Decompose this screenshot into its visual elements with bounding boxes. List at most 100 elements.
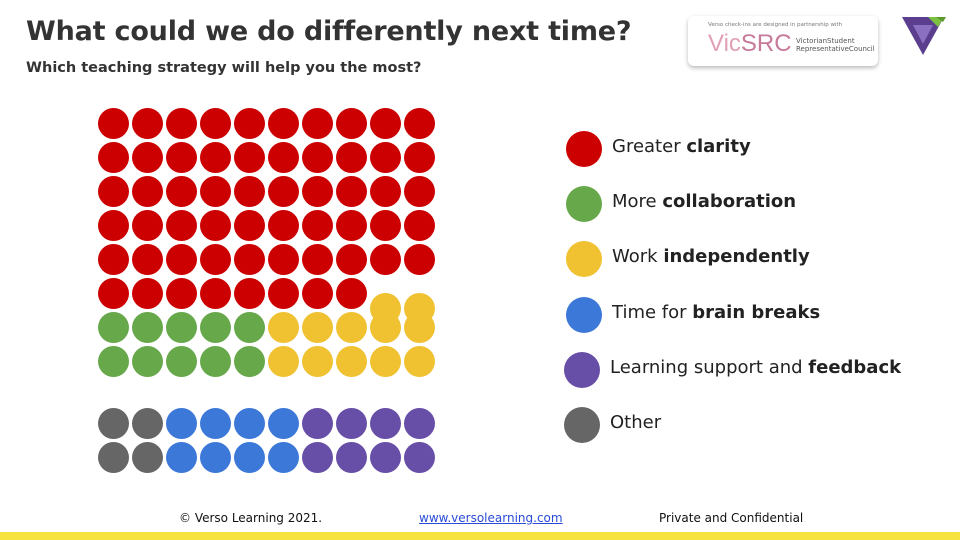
- dot-other: [132, 408, 163, 439]
- legend-swatch-clarity: [566, 131, 602, 167]
- legend-label: Time for brain breaks: [612, 302, 821, 323]
- dot-clarity: [166, 210, 197, 241]
- dot-clarity: [98, 244, 129, 275]
- dot-clarity: [336, 142, 367, 173]
- dot-brain-breaks: [200, 408, 231, 439]
- dot-independent: [404, 346, 435, 377]
- dot-clarity: [98, 278, 129, 309]
- dot-collaboration: [234, 346, 265, 377]
- dot-independent: [404, 293, 435, 324]
- dot-feedback: [404, 408, 435, 439]
- dot-brain-breaks: [268, 408, 299, 439]
- dot-clarity: [370, 142, 401, 173]
- legend-swatch-collaboration: [566, 186, 602, 222]
- dot-clarity: [200, 278, 231, 309]
- dot-clarity: [370, 176, 401, 207]
- dot-clarity: [302, 142, 333, 173]
- footer-confidential: Private and Confidential: [659, 511, 804, 525]
- dot-collaboration: [98, 346, 129, 377]
- dot-clarity: [132, 210, 163, 241]
- dot-clarity: [268, 142, 299, 173]
- partner-full-name: VictorianStudent RepresentativeCouncil: [796, 37, 875, 53]
- dot-independent: [336, 312, 367, 343]
- dot-feedback: [370, 442, 401, 473]
- dot-feedback: [404, 442, 435, 473]
- dot-clarity: [98, 142, 129, 173]
- legend-swatch-brain-breaks: [566, 297, 602, 333]
- legend-swatch-other: [564, 407, 600, 443]
- dot-collaboration: [200, 312, 231, 343]
- dot-clarity: [166, 278, 197, 309]
- dot-clarity: [370, 244, 401, 275]
- dot-independent: [336, 346, 367, 377]
- dot-independent: [370, 346, 401, 377]
- dot-collaboration: [200, 346, 231, 377]
- dot-brain-breaks: [166, 442, 197, 473]
- dot-clarity: [166, 142, 197, 173]
- dot-clarity: [370, 108, 401, 139]
- dot-clarity: [302, 176, 333, 207]
- dot-other: [98, 442, 129, 473]
- dot-clarity: [268, 210, 299, 241]
- dot-clarity: [336, 176, 367, 207]
- legend-label: Work independently: [612, 246, 810, 267]
- dot-independent: [302, 346, 333, 377]
- dot-clarity: [336, 108, 367, 139]
- dot-clarity: [404, 210, 435, 241]
- dot-clarity: [200, 210, 231, 241]
- dot-brain-breaks: [234, 408, 265, 439]
- dot-collaboration: [234, 312, 265, 343]
- legend-label: Learning support and feedback: [610, 357, 902, 378]
- dot-clarity: [302, 244, 333, 275]
- dot-clarity: [132, 278, 163, 309]
- legend-label: Greater clarity: [612, 136, 751, 157]
- dot-clarity: [132, 108, 163, 139]
- dot-independent: [268, 346, 299, 377]
- dot-collaboration: [166, 346, 197, 377]
- dot-independent: [268, 312, 299, 343]
- dot-clarity: [98, 108, 129, 139]
- legend-label: Other: [610, 412, 662, 433]
- dot-independent: [302, 312, 333, 343]
- dot-clarity: [302, 210, 333, 241]
- dot-collaboration: [132, 346, 163, 377]
- dot-feedback: [336, 442, 367, 473]
- dot-clarity: [404, 244, 435, 275]
- dot-clarity: [302, 108, 333, 139]
- footer-website-link[interactable]: www.versolearning.com: [419, 511, 563, 525]
- dot-clarity: [200, 108, 231, 139]
- dot-clarity: [98, 176, 129, 207]
- dot-clarity: [200, 244, 231, 275]
- dot-clarity: [132, 244, 163, 275]
- dot-brain-breaks: [200, 442, 231, 473]
- partner-tagline: Verso check-ins are designed in partners…: [708, 22, 843, 28]
- dot-clarity: [336, 244, 367, 275]
- dot-clarity: [200, 176, 231, 207]
- vicsrc-partner-badge: Verso check-ins are designed in partners…: [688, 16, 878, 66]
- dot-brain-breaks: [268, 442, 299, 473]
- dot-clarity: [98, 210, 129, 241]
- dot-collaboration: [166, 312, 197, 343]
- dot-feedback: [302, 408, 333, 439]
- page-title: What could we do differently next time?: [26, 16, 632, 47]
- dot-clarity: [166, 176, 197, 207]
- dot-other: [132, 442, 163, 473]
- legend-swatch-feedback: [564, 352, 600, 388]
- dot-clarity: [234, 210, 265, 241]
- dot-clarity: [132, 142, 163, 173]
- dot-clarity: [302, 278, 333, 309]
- dot-clarity: [404, 176, 435, 207]
- dot-clarity: [166, 108, 197, 139]
- dot-clarity: [166, 244, 197, 275]
- dot-clarity: [370, 210, 401, 241]
- dot-clarity: [268, 176, 299, 207]
- vicsrc-wordmark: VicSRC: [708, 30, 792, 57]
- dot-feedback: [370, 408, 401, 439]
- dot-clarity: [234, 278, 265, 309]
- dot-clarity: [404, 142, 435, 173]
- dot-clarity: [268, 244, 299, 275]
- dot-feedback: [302, 442, 333, 473]
- dot-collaboration: [98, 312, 129, 343]
- dot-clarity: [132, 176, 163, 207]
